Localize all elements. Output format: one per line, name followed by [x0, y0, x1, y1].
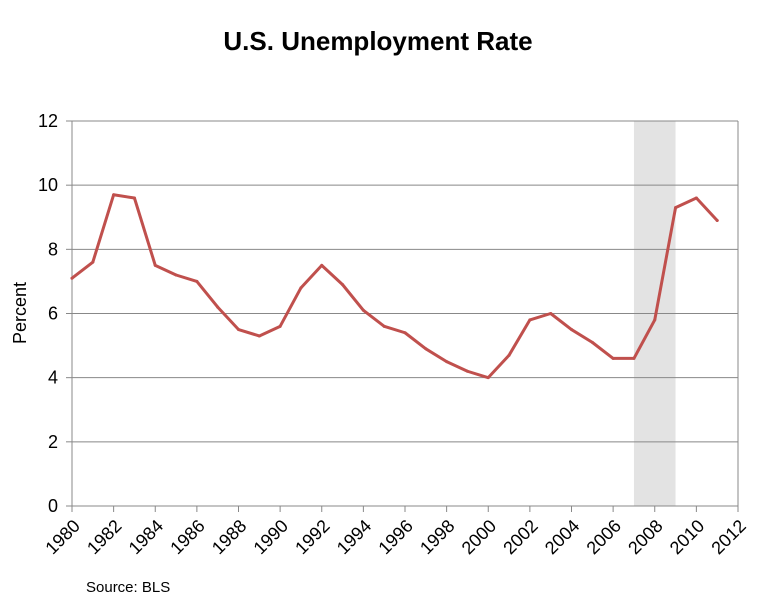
- data-point-1991: [299, 286, 303, 290]
- data-point-2005: [590, 340, 594, 344]
- data-point-2000: [486, 376, 490, 380]
- x-tick-label-1980: 1980: [41, 516, 83, 558]
- data-point-1989: [257, 334, 261, 338]
- series-layer: [70, 193, 719, 380]
- y-tick-label-6: 6: [48, 304, 58, 324]
- y-tick-label-10: 10: [38, 175, 58, 195]
- data-point-2008: [653, 318, 657, 322]
- data-point-1994: [361, 308, 365, 312]
- data-point-2004: [570, 328, 573, 332]
- y-tick-label-12: 12: [38, 111, 58, 131]
- x-tick-label-1992: 1992: [291, 516, 333, 558]
- y-tick-label-8: 8: [48, 239, 58, 259]
- data-point-1993: [341, 283, 345, 287]
- data-point-2006: [611, 356, 615, 360]
- data-point-1992: [320, 263, 324, 267]
- x-tick-label-1982: 1982: [83, 516, 125, 558]
- data-point-1998: [445, 360, 449, 364]
- data-point-1981: [91, 260, 95, 264]
- data-point-1985: [174, 273, 178, 277]
- data-point-1984: [153, 263, 157, 267]
- x-tick-label-2000: 2000: [458, 516, 500, 558]
- data-point-1999: [465, 369, 469, 373]
- data-point-1997: [424, 347, 428, 351]
- data-point-1996: [403, 331, 407, 335]
- data-point-1987: [216, 305, 220, 309]
- data-point-1988: [237, 328, 240, 332]
- x-tick-label-2002: 2002: [499, 516, 541, 558]
- gridlines: [72, 120, 738, 443]
- y-axis-title: Percent: [10, 282, 30, 344]
- series-line-0: [70, 193, 719, 380]
- source-note: Source: BLS: [86, 579, 170, 596]
- x-tick-label-2010: 2010: [666, 516, 708, 558]
- x-tick-label-1998: 1998: [416, 516, 458, 558]
- x-tick-label-2006: 2006: [583, 516, 625, 558]
- x-tick-labels: 1980 1982 1984 1986 1988 1990 1992 1994 1996 1998…: [41, 516, 749, 558]
- data-point-1995: [382, 324, 386, 328]
- data-point-2011: [715, 218, 719, 222]
- x-tick-label-1990: 1990: [250, 516, 292, 558]
- data-point-2007: [632, 356, 636, 360]
- data-point-1982: [112, 193, 116, 197]
- y-tick-label-2: 2: [48, 432, 58, 452]
- data-point-2001: [507, 353, 511, 357]
- data-point-2010: [694, 196, 698, 200]
- data-point-2002: [528, 318, 532, 322]
- axes: [66, 120, 739, 512]
- y-tick-label-0: 0: [48, 496, 58, 516]
- data-point-2003: [549, 312, 553, 315]
- x-tick-label-2012: 2012: [707, 516, 749, 558]
- x-tick-label-2008: 2008: [624, 516, 666, 558]
- data-point-1983: [132, 196, 136, 200]
- x-tick-label-1994: 1994: [333, 516, 375, 558]
- x-tick-label-1986: 1986: [166, 516, 208, 558]
- y-tick-label-4: 4: [48, 368, 58, 388]
- data-point-1980: [70, 276, 74, 280]
- x-tick-label-1996: 1996: [374, 516, 416, 558]
- data-point-1990: [278, 324, 282, 328]
- x-tick-label-2004: 2004: [541, 516, 583, 558]
- x-tick-label-1988: 1988: [208, 516, 250, 558]
- x-tick-label-1984: 1984: [125, 516, 167, 558]
- data-point-2009: [674, 206, 678, 210]
- y-tick-labels: 0 2 4 6 8 10 12: [38, 111, 58, 516]
- chart-title: U.S. Unemployment Rate: [223, 26, 532, 56]
- data-point-1986: [195, 279, 199, 283]
